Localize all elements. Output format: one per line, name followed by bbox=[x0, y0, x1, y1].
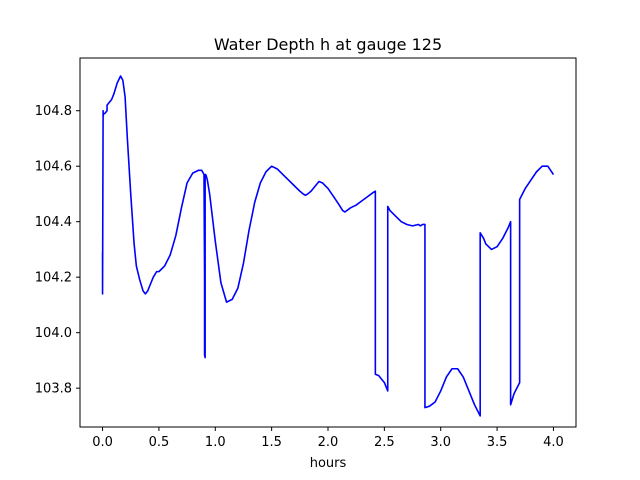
x-tick-label: 0.0 bbox=[92, 435, 113, 450]
y-tick-label: 104.2 bbox=[35, 271, 72, 286]
chart-title: Water Depth h at gauge 125 bbox=[214, 35, 442, 54]
x-tick-label: 4.0 bbox=[543, 435, 564, 450]
x-tick-label: 0.5 bbox=[149, 435, 170, 450]
x-tick-label: 2.5 bbox=[374, 435, 395, 450]
y-axis: 103.8 104.0 104.2 104.4 104.6 104.8 bbox=[35, 104, 80, 397]
x-tick-label: 2.0 bbox=[318, 435, 339, 450]
plot-area bbox=[79, 57, 577, 428]
series-line-0 bbox=[101, 75, 555, 417]
x-tick-label: 3.5 bbox=[487, 435, 508, 450]
x-axis: 0.0 0.5 1.0 1.5 2.0 2.5 3.0 3.5 4.0 bbox=[92, 427, 564, 450]
y-tick-label: 104.0 bbox=[35, 326, 72, 341]
x-axis-label: hours bbox=[310, 456, 347, 471]
y-tick-label: 103.8 bbox=[35, 382, 72, 397]
y-tick-label: 104.6 bbox=[35, 160, 72, 175]
plot-frame bbox=[79, 57, 577, 428]
y-tick-label: 104.8 bbox=[35, 104, 72, 119]
x-tick-label: 3.0 bbox=[430, 435, 451, 450]
x-tick-label: 1.0 bbox=[205, 435, 226, 450]
x-tick-label: 1.5 bbox=[261, 435, 282, 450]
y-tick-label: 104.4 bbox=[35, 215, 72, 230]
